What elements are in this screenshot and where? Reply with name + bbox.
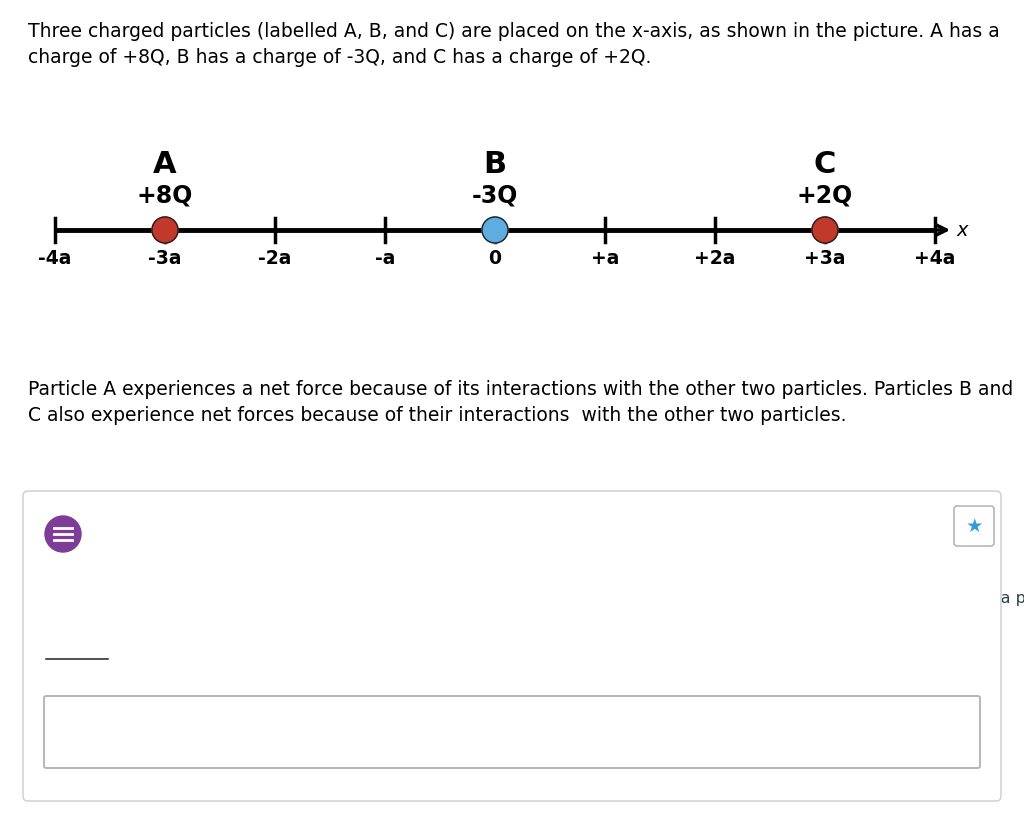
Text: -3a: -3a (148, 249, 181, 268)
Text: charge of +8Q, B has a charge of -3Q, and C has a charge of +2Q.: charge of +8Q, B has a charge of -3Q, an… (28, 48, 651, 67)
Text: _______ nN: _______ nN (46, 643, 133, 661)
Text: +2a: +2a (694, 249, 735, 268)
Circle shape (482, 217, 508, 243)
Text: +3a: +3a (804, 249, 846, 268)
Circle shape (152, 217, 178, 243)
FancyBboxPatch shape (23, 491, 1001, 801)
Text: C also experience net forces because of their interactions  with the other two p: C also experience net forces because of … (28, 406, 847, 425)
Text: +a: +a (591, 249, 620, 268)
FancyBboxPatch shape (954, 506, 994, 546)
FancyBboxPatch shape (44, 696, 980, 768)
Text: B: B (483, 150, 507, 179)
Text: -2a: -2a (258, 249, 292, 268)
Text: +8Q: +8Q (137, 183, 194, 207)
Text: Type your numeric answer and submit: Type your numeric answer and submit (46, 676, 328, 691)
Text: +4a: +4a (914, 249, 955, 268)
Circle shape (45, 516, 81, 552)
Text: Three charged particles (labelled A, B, and C) are placed on the x-axis, as show: Three charged particles (labelled A, B, … (28, 22, 999, 41)
Text: C: C (814, 150, 837, 179)
Text: -3Q: -3Q (472, 183, 518, 207)
Text: Particle A experiences a net force because of its interactions with the other tw: Particle A experiences a net force becau… (28, 380, 1014, 399)
Circle shape (812, 217, 838, 243)
Text: +2Q: +2Q (797, 183, 853, 207)
Text: Use these numbers: Q = 5.00 nC and a = 20.0 cm. Determine the net force, in nano: Use these numbers: Q = 5.00 nC and a = 2… (46, 591, 1024, 606)
Text: 0: 0 (488, 249, 502, 268)
Text: -4a: -4a (38, 249, 72, 268)
Text: Homework • Unanswered: Homework • Unanswered (89, 536, 266, 550)
Text: ★: ★ (966, 517, 983, 536)
Text: A: A (154, 150, 177, 179)
Text: (a): (a) (89, 518, 117, 536)
Text: x: x (957, 221, 969, 239)
Text: -a: -a (375, 249, 395, 268)
Text: the force is directed right, and a minus sign if it is directed left.: the force is directed right, and a minus… (46, 614, 555, 629)
